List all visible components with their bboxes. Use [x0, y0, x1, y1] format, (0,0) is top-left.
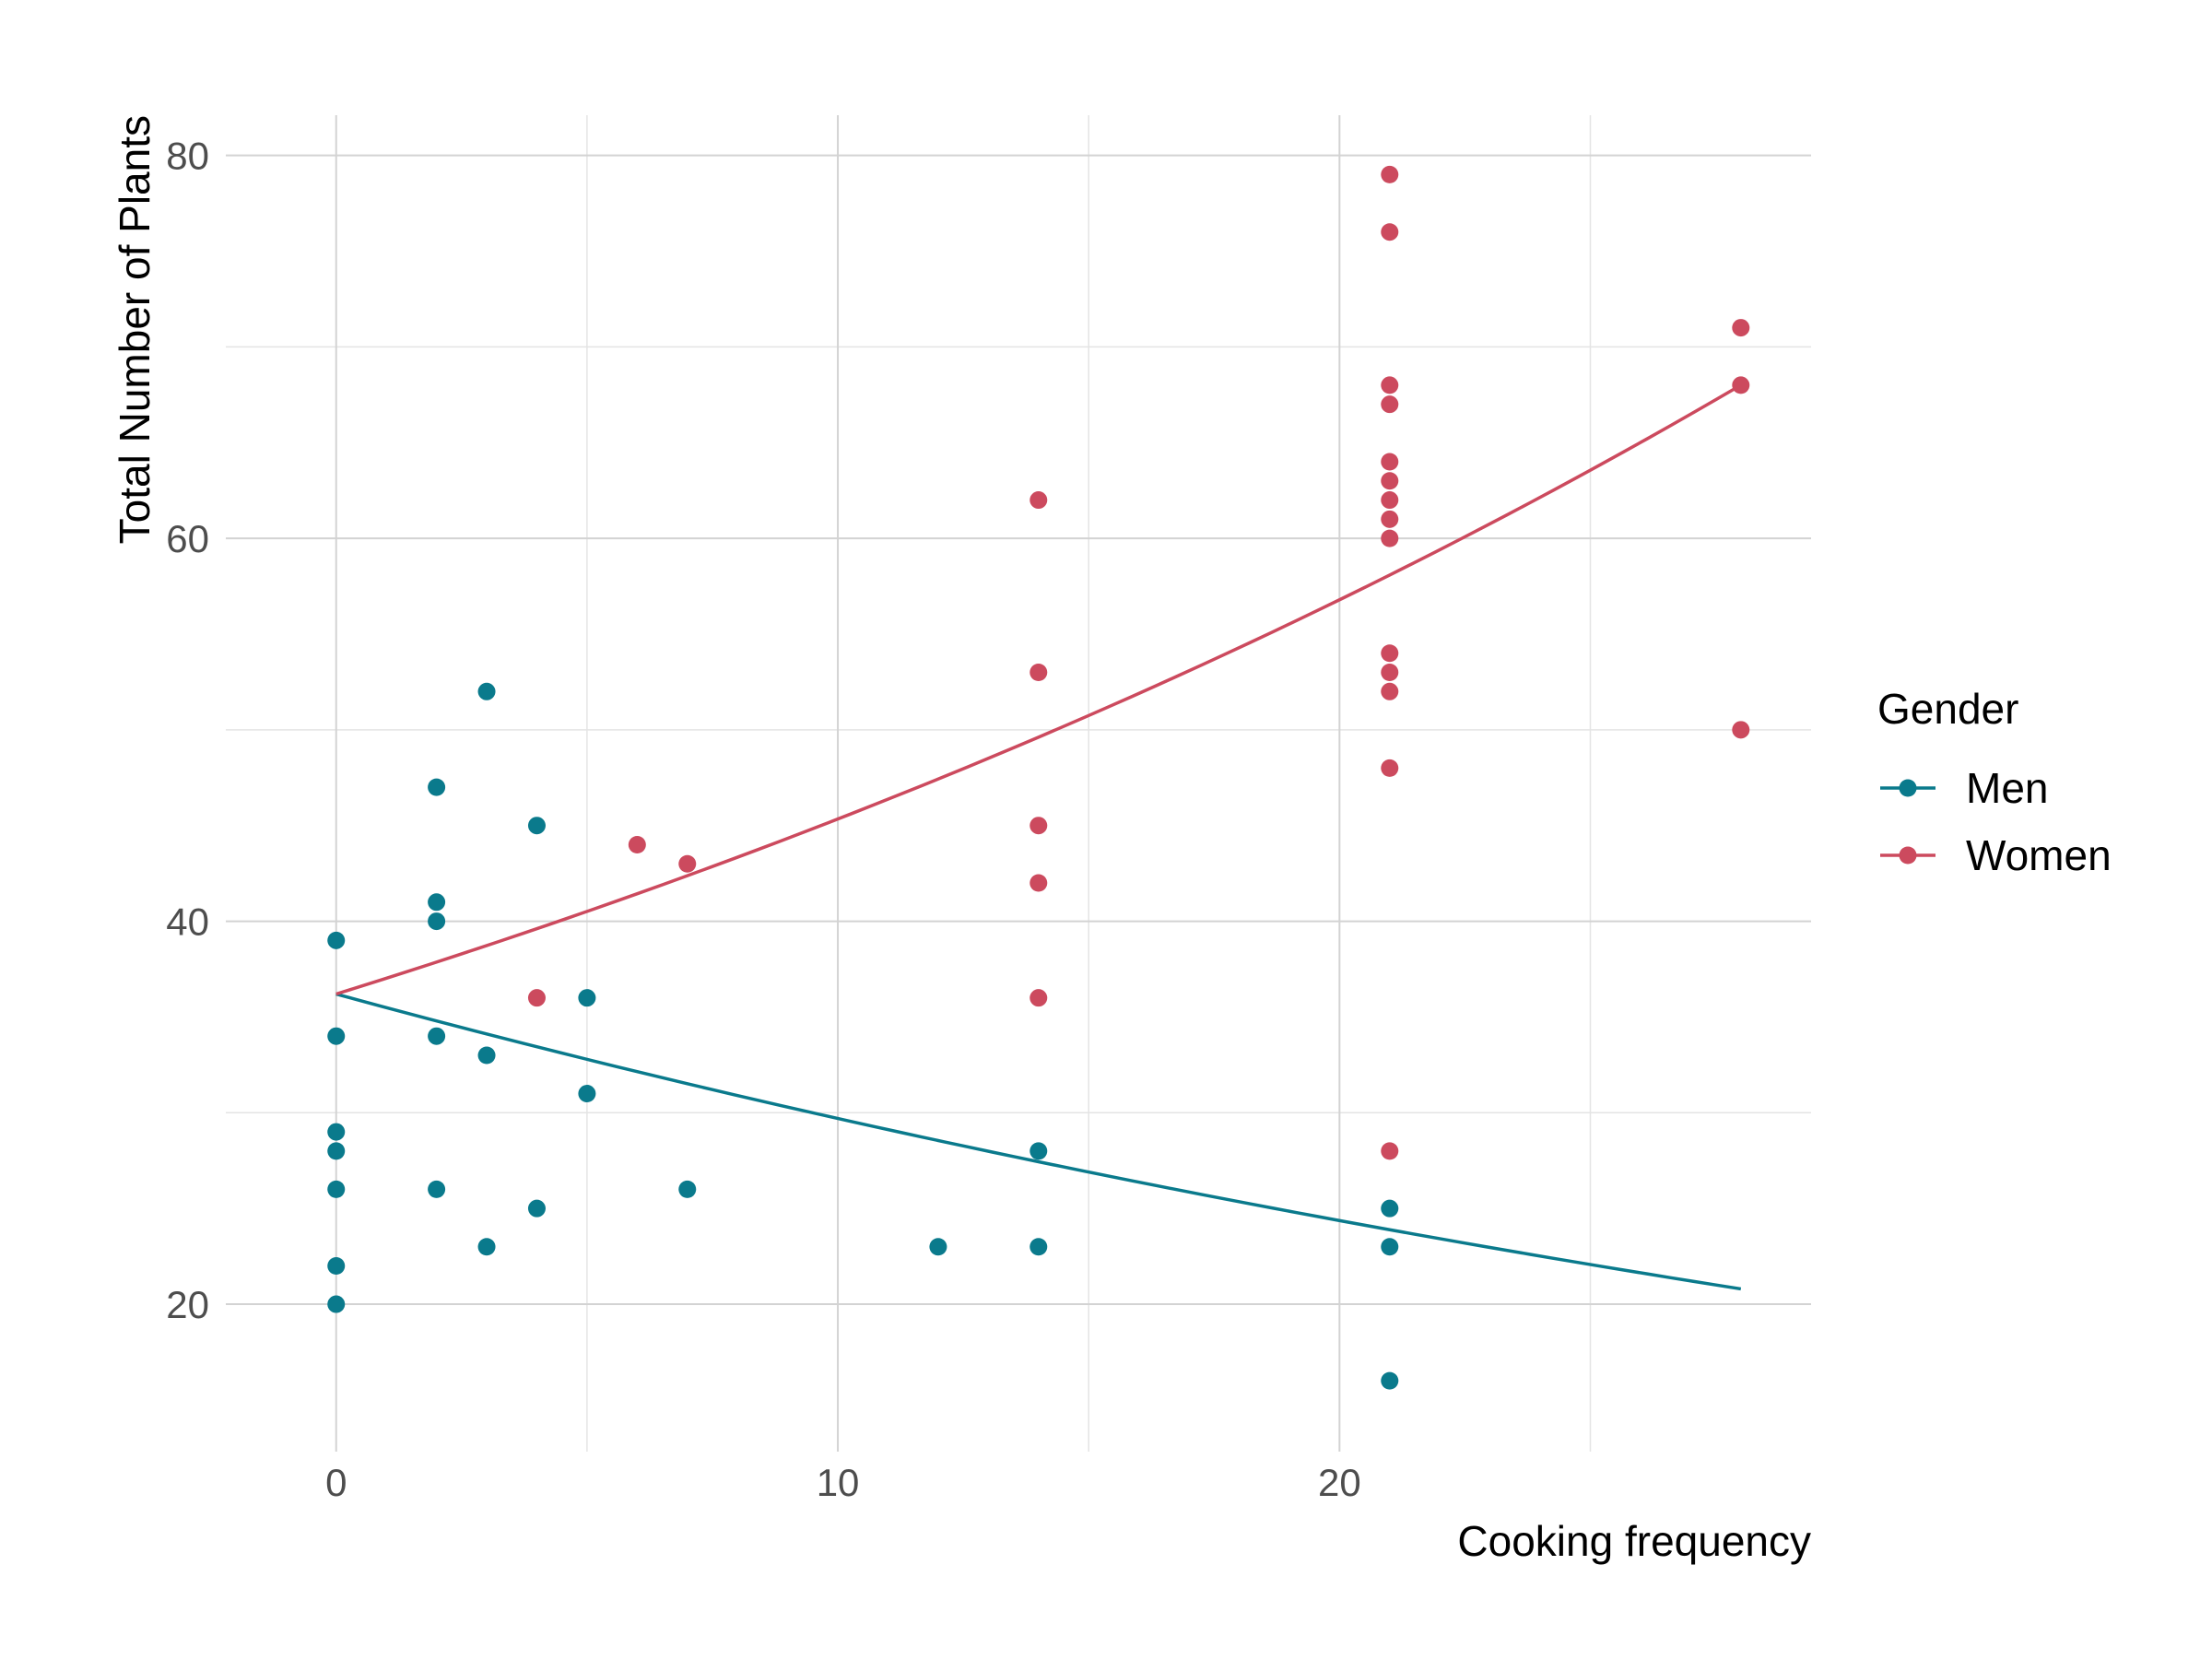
x-tick-label: 20	[1318, 1461, 1361, 1504]
data-point-men	[578, 1085, 596, 1103]
grid-lines	[226, 115, 1811, 1452]
data-point-men	[477, 1046, 496, 1065]
data-point-men	[477, 1238, 496, 1256]
data-point-women	[1381, 759, 1399, 777]
legend: Gender Men Women	[1877, 685, 2112, 879]
data-point-men	[1381, 1199, 1399, 1218]
data-point-women	[1381, 223, 1399, 241]
data-point-women	[1030, 989, 1048, 1007]
y-axis-title: Total Number of Plants	[111, 115, 159, 544]
trend-lines	[335, 383, 1742, 1291]
x-tick-label: 0	[325, 1461, 347, 1504]
data-point-women	[1732, 376, 1750, 394]
legend-items: Men Women	[1880, 764, 2112, 879]
data-point-women	[1381, 644, 1399, 663]
y-tick-label: 80	[166, 135, 209, 178]
legend-label-men: Men	[1966, 764, 2048, 812]
data-point-women	[1381, 453, 1399, 471]
legend-title: Gender	[1877, 685, 2018, 733]
data-point-men	[1030, 1142, 1048, 1160]
data-point-men	[428, 912, 446, 931]
data-point-women	[1381, 472, 1399, 490]
data-point-men	[327, 1295, 346, 1313]
data-point-women	[1381, 376, 1399, 394]
data-point-women	[527, 989, 546, 1007]
y-tick-label: 60	[166, 517, 209, 560]
data-point-men	[929, 1238, 947, 1256]
data-point-women	[628, 835, 646, 853]
data-point-men	[428, 1180, 446, 1198]
data-point-women	[1381, 395, 1399, 414]
data-point-women	[1030, 874, 1048, 892]
y-tick-label: 20	[166, 1283, 209, 1326]
x-axis-title: Cooking frequency	[1457, 1517, 1811, 1565]
x-tick-label: 10	[817, 1461, 860, 1504]
data-point-men	[327, 1123, 346, 1141]
data-point-men	[327, 1256, 346, 1275]
data-point-women	[1381, 664, 1399, 682]
data-point-men	[678, 1180, 697, 1198]
data-points	[327, 165, 1750, 1390]
data-point-women	[1381, 1142, 1399, 1160]
data-point-men	[1030, 1238, 1048, 1256]
data-point-men	[327, 1180, 346, 1198]
y-tick-label: 40	[166, 900, 209, 944]
tick-labels: 0 10 20 20 40 60 80	[166, 135, 1360, 1504]
data-point-women	[1030, 491, 1048, 510]
data-point-men	[428, 1027, 446, 1045]
trend-line-men	[335, 992, 1742, 1291]
data-point-women	[1381, 529, 1399, 547]
data-point-women	[1381, 491, 1399, 510]
data-point-men	[327, 1142, 346, 1160]
data-point-men	[428, 893, 446, 912]
data-point-women	[678, 854, 697, 873]
data-point-men	[578, 989, 596, 1007]
data-point-men	[327, 931, 346, 949]
trend-line-women	[335, 383, 1742, 996]
data-point-women	[1732, 319, 1750, 337]
data-point-men	[477, 682, 496, 700]
data-point-women	[1381, 682, 1399, 700]
data-point-men	[428, 778, 446, 796]
data-point-women	[1732, 721, 1750, 739]
data-point-men	[1381, 1238, 1399, 1256]
legend-label-women: Women	[1966, 831, 2112, 879]
legend-key-point	[1899, 846, 1917, 865]
data-point-women	[1030, 817, 1048, 835]
data-point-men	[527, 1199, 546, 1218]
data-point-women	[1030, 664, 1048, 682]
legend-key-point	[1899, 779, 1917, 797]
data-point-men	[327, 1027, 346, 1045]
data-point-women	[1381, 165, 1399, 183]
data-point-women	[1381, 510, 1399, 528]
data-point-men	[1381, 1371, 1399, 1390]
data-point-men	[527, 817, 546, 835]
